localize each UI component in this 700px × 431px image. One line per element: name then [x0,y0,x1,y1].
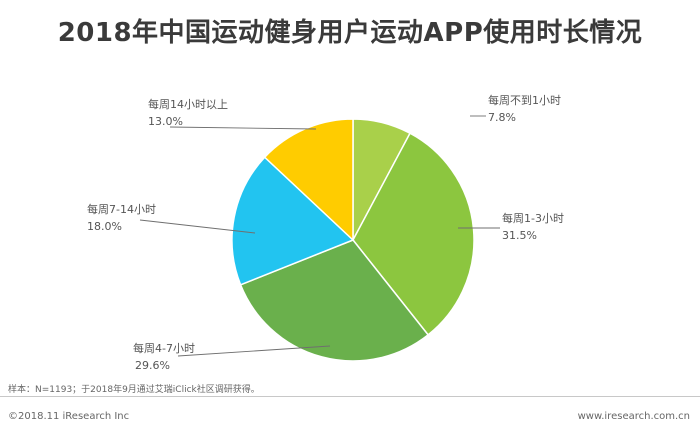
slice-value-4: 18.0% [87,220,122,233]
slice-value-5: 13.0% [148,115,183,128]
leader-line-4 [139,219,256,234]
slice-label-2: 每周1-3小时 [502,211,564,225]
pie-slice-2 [352,132,475,336]
slice-value-2: 31.5% [502,229,537,242]
leader-line-5 [169,126,317,130]
chart-title: 2018年中国运动健身用户运动APP使用时长情况 [57,18,643,48]
slice-value-3: 29.6% [135,359,170,372]
slice-label-4: 每周7-14小时 [87,202,156,216]
copyright: ©2018.11 iResearch Inc [8,411,130,422]
footer-divider [0,396,700,397]
slice-label-1: 每周不到1小时 [488,93,561,107]
slice-value-1: 7.8% [488,111,516,124]
slice-label-3: 每周4-7小时 [133,341,195,355]
slice-label-5: 每周14小时以上 [148,97,228,111]
pie-slice-3 [239,239,430,362]
leader-line-3 [177,345,331,357]
website: www.iresearch.com.cn [577,411,690,422]
sample-note: 样本：N=1193；于2018年9月通过艾瑞iClick社区调研获得。 [8,385,260,395]
pie-slice-4 [231,156,355,286]
